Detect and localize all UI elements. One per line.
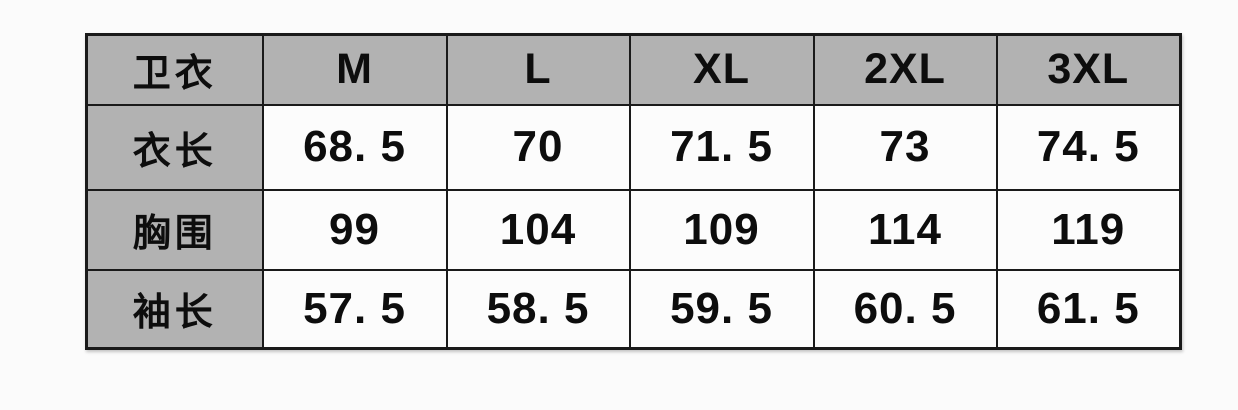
value-cell: 74. 5 (995, 103, 1182, 191)
row-label-sleeve-length: 袖长 (85, 268, 264, 350)
value-cell: 60. 5 (812, 268, 998, 350)
value-cell: 104 (445, 188, 631, 271)
value-cell: 57. 5 (261, 268, 448, 350)
value-cell: 73 (812, 103, 998, 191)
row-label-chest: 胸围 (85, 188, 264, 271)
value-cell: 114 (812, 188, 998, 271)
value-cell: 109 (628, 188, 815, 271)
header-cell-size-2xl: 2XL (812, 33, 998, 106)
value-cell: 61. 5 (995, 268, 1182, 350)
value-cell: 58. 5 (445, 268, 631, 350)
value-cell: 59. 5 (628, 268, 815, 350)
value-cell: 70 (445, 103, 631, 191)
value-cell: 71. 5 (628, 103, 815, 191)
row-label-garment-length: 衣长 (85, 103, 264, 191)
header-cell-product: 卫衣 (85, 33, 264, 106)
size-chart-table: 卫衣 M L XL 2XL 3XL 衣长 68. 5 70 71. 5 73 7… (85, 33, 1182, 350)
table-row-garment-length: 衣长 68. 5 70 71. 5 73 74. 5 (85, 103, 1182, 191)
value-cell: 68. 5 (261, 103, 448, 191)
header-cell-size-xl: XL (628, 33, 815, 106)
header-cell-size-3xl: 3XL (995, 33, 1182, 106)
value-cell: 99 (261, 188, 448, 271)
table-row-chest: 胸围 99 104 109 114 119 (85, 188, 1182, 271)
header-cell-size-l: L (445, 33, 631, 106)
value-cell: 119 (995, 188, 1182, 271)
header-row: 卫衣 M L XL 2XL 3XL (85, 33, 1182, 106)
header-cell-size-m: M (261, 33, 448, 106)
table-row-sleeve-length: 袖长 57. 5 58. 5 59. 5 60. 5 61. 5 (85, 268, 1182, 350)
